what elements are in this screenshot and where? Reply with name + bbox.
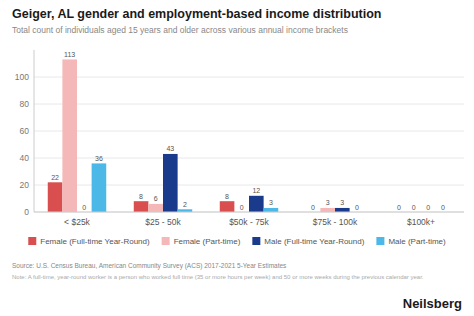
legend-item: Male (Part-time) xyxy=(376,237,446,246)
y-tick-label: 40 xyxy=(20,153,30,163)
legend-label: Male (Part-time) xyxy=(388,237,446,246)
y-tick-label: 100 xyxy=(15,72,29,82)
x-axis-line xyxy=(34,212,464,213)
y-tick-label: 80 xyxy=(20,99,30,109)
bar xyxy=(264,208,279,212)
bar xyxy=(92,163,107,212)
bar xyxy=(134,201,149,212)
legend-label: Female (Part-time) xyxy=(174,237,241,246)
legend-swatch xyxy=(376,237,384,245)
legend-item: Female (Part-time) xyxy=(162,237,241,246)
data-label: 22 xyxy=(51,174,59,181)
y-tick-label: 0 xyxy=(24,207,29,217)
data-label: 113 xyxy=(64,51,75,58)
data-label: 0 xyxy=(441,204,445,211)
chart: Geiger, AL gender and employment-based i… xyxy=(0,0,474,316)
data-label: 0 xyxy=(397,204,401,211)
page: {"chart_data": {"type": "bar", "title": … xyxy=(0,0,474,316)
legend-swatch xyxy=(252,237,260,245)
legend-item: Female (Full-time Year-Round) xyxy=(28,237,150,246)
x-tick-label: $50k - 75k xyxy=(229,217,269,227)
legend-swatch xyxy=(162,237,170,245)
x-tick-label: $25 - 50k xyxy=(145,217,181,227)
bar xyxy=(48,182,63,212)
source: Source: U.S. Census Bureau, American Com… xyxy=(12,262,287,270)
subtitle: Total count of individuals aged 15 years… xyxy=(12,25,348,35)
note: Note: A full-time, year-round worker is … xyxy=(12,274,424,280)
bar xyxy=(249,196,264,212)
data-label: 2 xyxy=(183,201,187,208)
bar xyxy=(220,201,235,212)
bar xyxy=(335,208,350,212)
background xyxy=(0,0,474,316)
data-label: 8 xyxy=(225,193,229,200)
grid-line xyxy=(34,77,464,78)
legend-label: Male (Full-time Year-Round) xyxy=(264,237,364,246)
grid-line xyxy=(34,212,464,213)
data-label: 0 xyxy=(355,204,359,211)
grid-line xyxy=(34,104,464,105)
data-label: 12 xyxy=(252,187,260,194)
grid-line xyxy=(34,131,464,132)
x-tick-label: < $25k xyxy=(64,217,91,227)
data-label: 43 xyxy=(166,145,174,152)
data-label: 0 xyxy=(426,204,430,211)
data-label: 8 xyxy=(139,193,143,200)
x-tick-label: $75k - 100k xyxy=(313,217,358,227)
data-label: 3 xyxy=(269,199,273,206)
legend-swatch xyxy=(28,237,36,245)
data-label: 36 xyxy=(95,155,103,162)
data-label: 0 xyxy=(311,204,315,211)
bar xyxy=(320,208,335,212)
brand: Neilsberg xyxy=(403,296,462,311)
data-label: 3 xyxy=(340,199,344,206)
data-labels: 22 8 8 0 0 113 6 0 3 0 0 43 12 3 0 36 2 3 0 0 xyxy=(51,51,445,211)
bar xyxy=(148,204,163,212)
legend-label: Female (Full-time Year-Round) xyxy=(40,237,150,246)
legend: Female (Full-time Year-Round) Female (Par… xyxy=(28,237,446,246)
y-axis: 0 20 40 60 80 100 xyxy=(15,50,34,217)
data-label: 0 xyxy=(82,204,86,211)
legend-item: Male (Full-time Year-Round) xyxy=(252,237,364,246)
data-label: 0 xyxy=(412,204,416,211)
y-tick-label: 20 xyxy=(20,180,30,190)
title: Geiger, AL gender and employment-based i… xyxy=(12,7,382,21)
data-label: 6 xyxy=(154,195,158,202)
y-tick-label: 60 xyxy=(20,126,30,136)
bars xyxy=(48,59,350,212)
y-axis-line xyxy=(34,50,35,212)
bar xyxy=(163,154,178,212)
x-tick-label: $100k+ xyxy=(407,217,435,227)
data-label: 0 xyxy=(240,204,244,211)
x-axis: < $25k $25 - 50k $50k - 75k $75k - 100k $100… xyxy=(34,212,464,227)
data-label: 3 xyxy=(326,199,330,206)
bar xyxy=(62,59,77,212)
grid xyxy=(34,77,464,212)
